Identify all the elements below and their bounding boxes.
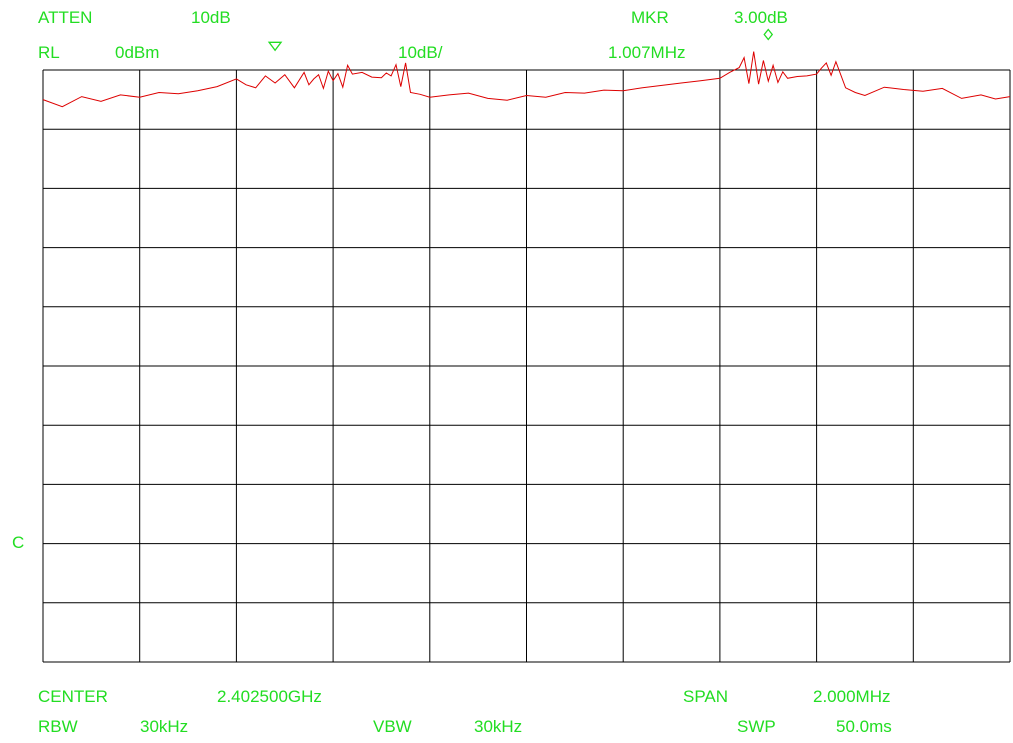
vbw-value: 30kHz xyxy=(474,717,523,736)
swp-value: 50.0ms xyxy=(836,717,892,736)
atten-label: ATTEN xyxy=(38,8,93,27)
trace-line xyxy=(42,51,1011,108)
rbw-label: RBW xyxy=(38,717,78,736)
marker-diamond-icon xyxy=(763,28,774,41)
mkr-value: 3.00dB xyxy=(734,8,788,27)
vbw-label: VBW xyxy=(373,717,412,736)
center-value: 2.402500GHz xyxy=(217,687,322,706)
swp-label: SWP xyxy=(737,717,776,736)
center-label: CENTER xyxy=(38,687,108,706)
marker-triangle-icon xyxy=(267,41,283,52)
atten-value: 10dB xyxy=(191,8,231,27)
span-value: 2.000MHz xyxy=(813,687,891,706)
marker-layer xyxy=(267,28,774,52)
mkr-label: MKR xyxy=(631,8,669,27)
scale-value: 10dB/ xyxy=(398,43,443,62)
rl-label: RL xyxy=(38,43,60,62)
graticule xyxy=(42,69,1011,663)
trace-layer xyxy=(42,51,1011,108)
rl-value: 0dBm xyxy=(115,43,160,62)
rbw-value: 30kHz xyxy=(140,717,189,736)
span-label: SPAN xyxy=(683,687,729,706)
mkr-frequency: 1.007MHz xyxy=(608,43,686,62)
side-label: C xyxy=(12,533,25,552)
